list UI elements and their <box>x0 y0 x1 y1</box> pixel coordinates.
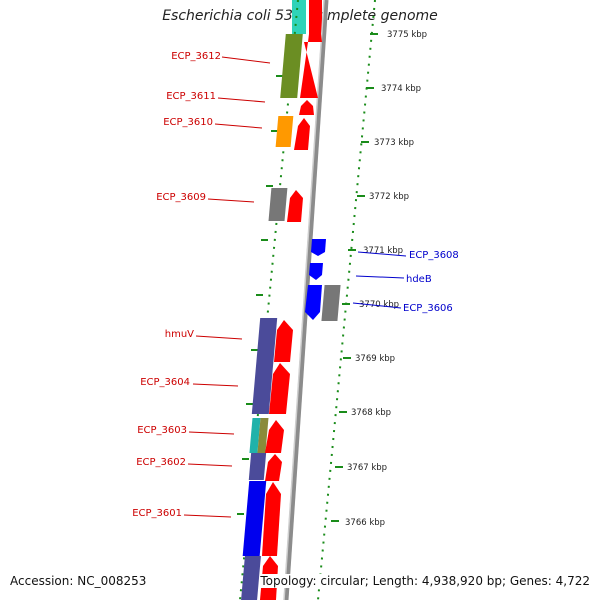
accession-text: Accession: NC_008253 <box>10 574 147 588</box>
forward-cds-arrows <box>260 28 322 600</box>
topology-text: Topology: circular; Length: 4,938,920 bp… <box>260 574 590 588</box>
cog-bar-purple-1 <box>251 318 278 414</box>
gene-label-ecp3609: ECP_3609 <box>156 192 206 203</box>
cog-bar-top <box>292 0 306 34</box>
cog-bar-grey-right <box>321 285 341 321</box>
gene-label-ecp3602: ECP_3602 <box>136 457 186 468</box>
left-tick-marks <box>237 75 283 515</box>
blue-label-leaders <box>352 251 407 309</box>
gene-label-ecp3606: ECP_3606 <box>403 303 453 314</box>
gene-label-ecp3612: ECP_3612 <box>171 51 221 62</box>
cds-arrow-ecp3603 <box>265 420 284 453</box>
cds-arrow-ecp3604 <box>269 363 290 414</box>
gene-label-ecp3603: ECP_3603 <box>137 425 187 436</box>
cog-category-bars <box>241 34 341 600</box>
kbp-label: 3771 kbp <box>363 246 403 256</box>
kbp-label: 3769 kbp <box>355 354 395 364</box>
cog-bar-olive-2 <box>257 418 269 453</box>
gene-label-ecp3610: ECP_3610 <box>163 117 213 128</box>
gene-label-ecp3604: ECP_3604 <box>140 377 190 388</box>
cds-arrow-ecp3610 <box>294 118 310 150</box>
gene-label-ecp3611: ECP_3611 <box>166 91 216 102</box>
kbp-axis-labels: 3775 kbp 3774 kbp 3773 kbp 3772 kbp 3771… <box>345 30 427 528</box>
kbp-label: 3767 kbp <box>347 463 387 473</box>
cds-arrow-ecp3606 <box>305 285 322 320</box>
cog-bar-olive <box>280 34 303 98</box>
kbp-label: 3775 kbp <box>387 30 427 40</box>
cds-arrow-hdeb <box>309 263 323 280</box>
kbp-label: 3772 kbp <box>369 192 409 202</box>
gene-label-hdeb: hdeB <box>406 274 432 285</box>
reverse-cds-arrows <box>305 239 326 320</box>
gene-label-ecp3601: ECP_3601 <box>132 508 182 519</box>
cog-bar-orange <box>275 116 294 147</box>
cog-bar-purple-2 <box>248 453 267 480</box>
kbp-label: 3774 kbp <box>381 84 421 94</box>
right-tick-marks <box>331 33 378 522</box>
gene-label-ecp3608: ECP_3608 <box>409 250 459 261</box>
cog-bar-purple-3 <box>241 556 261 600</box>
cds-forward-top <box>309 0 322 34</box>
blue-gene-labels: ECP_3608 hdeB ECP_3606 <box>403 250 459 314</box>
gene-label-hmuv: hmuV <box>165 329 194 340</box>
red-gene-labels: ECP_3612 ECP_3611 ECP_3610 ECP_3609 hmuV… <box>132 51 221 519</box>
cds-arrow-ecp3608 <box>311 239 326 256</box>
kbp-label: 3773 kbp <box>374 138 414 148</box>
genome-backbone-line <box>283 0 329 600</box>
cog-bar-teal <box>249 418 261 453</box>
cds-arrow-ecp3609 <box>287 190 303 222</box>
cds-arrow-ecp3612 <box>300 28 322 98</box>
cds-arrow-ecp3602 <box>265 454 282 481</box>
cds-arrow-ecp3601 <box>262 482 281 556</box>
kbp-label: 3766 kbp <box>345 518 385 528</box>
red-label-leaders <box>183 56 271 518</box>
cds-arrow-hmuv <box>274 320 293 362</box>
cog-bar-grey <box>268 188 288 221</box>
cog-bar-blue <box>242 481 267 556</box>
kbp-label: 3768 kbp <box>351 408 391 418</box>
kbp-label: 3770 kbp <box>359 300 399 310</box>
cds-arrow-ecp3611 <box>299 100 314 115</box>
genome-backbone-highlight <box>283 0 325 600</box>
